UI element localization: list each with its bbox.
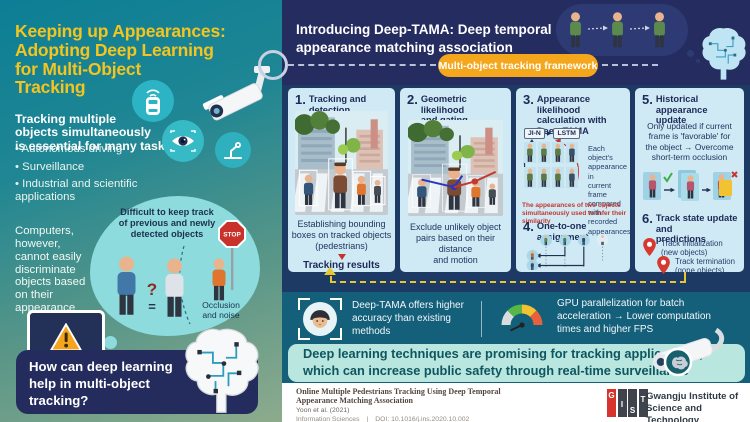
feedback-dash-line (684, 272, 686, 281)
tracking-thought-bubble (556, 4, 688, 56)
brain-circuit-icon (702, 28, 746, 80)
svg-text:=: = (148, 299, 156, 314)
gist-logo: G I S T (607, 389, 648, 417)
eye-icon (162, 120, 204, 162)
step-card-3-4: 3. Appearance likelihood calculation with… (516, 88, 631, 272)
step-number: 1. (295, 92, 306, 107)
network-boxes: JI-N ▶ LSTM (524, 128, 580, 139)
step-caption: Establishing bounding boxes on tracked o… (291, 219, 392, 251)
framework-badge: Multi-object tracking framework (438, 54, 598, 77)
banner-text: Deep learning techniques are promising f… (303, 346, 703, 378)
camera-brain-icon (652, 327, 725, 377)
list-item: Autonomous driving (15, 143, 137, 156)
step-caption: Exclude unlikely object pairs based on t… (409, 222, 502, 265)
accuracy-highlight: Deep-TAMA offers higher accuracy than ex… (352, 300, 464, 338)
svg-text:STOP: STOP (223, 232, 241, 239)
thought-bubble: Difficult to keep track of previous and … (90, 196, 260, 336)
step-card-5-6: 5. Historical appearance update Only upda… (635, 88, 744, 276)
assignment-diagram (526, 234, 609, 270)
appearance-grid-illustration (524, 142, 578, 188)
question-text: How can deep learning help in multi-obje… (29, 359, 173, 408)
list-item: Surveillance (15, 161, 137, 174)
pin-icon (657, 256, 670, 274)
step-number: 6. (642, 211, 653, 226)
brain-circuit-icon (185, 328, 259, 413)
jinet-box: JI-N (524, 128, 545, 139)
problem-text: Computers, however, cannot easily discri… (15, 225, 86, 314)
paper-authors: Yoon et al. (2021) (296, 406, 350, 414)
track-item: Track termination (gone objects) (675, 257, 735, 276)
step-card-2: 2.Geometric likelihood and gating Exclud… (400, 88, 511, 272)
gauge-icon (501, 304, 543, 332)
street-scene-illustration (295, 111, 388, 215)
paper-meta: Information Sciences | DOI: 10.1016/j.in… (296, 416, 501, 422)
step-caption: Only updated if current frame is 'favora… (645, 121, 734, 162)
citation: Online Multiple Pedestrians Tracking Usi… (296, 387, 501, 422)
task-list: Autonomous driving Surveillance Industri… (15, 143, 137, 208)
flow-dash-line (602, 64, 658, 66)
step-caption: Each object's appearance in current fram… (588, 144, 631, 236)
gpu-highlight: GPU parallelization for batch accelerati… (557, 298, 711, 336)
robot-arm-icon (215, 132, 251, 168)
track-item: Track initialization (new objects) (661, 239, 723, 258)
feedback-arrow-icon (324, 267, 336, 275)
bubble-tail (696, 59, 700, 63)
bubble-tail (104, 336, 117, 349)
tracking-results-label: Tracking results (303, 260, 380, 271)
feedback-dash-line (330, 276, 332, 281)
bubble-text: Difficult to keep track of previous and … (118, 207, 216, 239)
walking-people-icon (570, 12, 665, 48)
arrow-right-icon: ▶ (546, 131, 552, 137)
step-card-1: 1. Tracking and detection Establishing bo… (288, 88, 395, 272)
paper-title: Online Multiple Pedestrians Tracking Usi… (296, 387, 501, 406)
bubble-caption: Occlusion and noise (202, 300, 240, 321)
journal-name: Information Sciences (296, 415, 360, 422)
loop-icon (258, 50, 288, 80)
step-number: 5. (642, 92, 653, 107)
appearance-update-illustration (643, 170, 738, 201)
flow-dash-line (288, 64, 436, 66)
street-scene-gating-illustration (408, 120, 503, 216)
paper-doi: DOI: 10.1016/j.ins.2020.10.002 (375, 415, 470, 422)
left-panel: Keeping up Appearances: Adopting Deep Le… (0, 0, 282, 422)
footer-background (282, 383, 750, 422)
list-item: Industrial and scientific applications (15, 178, 137, 203)
pin-icon (643, 238, 656, 256)
car-wifi-icon (132, 80, 174, 122)
stop-sign-icon: STOP (212, 220, 246, 301)
organization-name: Gwangju Institute of Science and Technol… (646, 391, 739, 422)
step-title: Historical appearance update (655, 94, 708, 126)
divider (481, 301, 482, 337)
confused-people-icon: ? = (117, 245, 191, 325)
meta-separator: | (366, 415, 369, 422)
lstm-box: LSTM (553, 128, 580, 139)
feedback-dash-line (330, 281, 686, 283)
step-number: 4. (523, 219, 534, 234)
bubble-tail (687, 50, 694, 57)
step-number: 2. (407, 92, 418, 107)
face-focus-icon (298, 298, 342, 340)
down-arrow-icon (337, 254, 346, 260)
svg-text:?: ? (147, 280, 157, 299)
step-number: 3. (523, 92, 534, 107)
section-title: Introducing Deep-TAMA: Deep temporal app… (296, 22, 552, 55)
step-title: Tracking and detection (308, 94, 367, 115)
red-note: The appearances of two objects simultane… (522, 202, 627, 225)
page-title: Keeping up Appearances: Adopting Deep Le… (15, 20, 226, 98)
step-title: Track state update and predictions (655, 213, 738, 245)
